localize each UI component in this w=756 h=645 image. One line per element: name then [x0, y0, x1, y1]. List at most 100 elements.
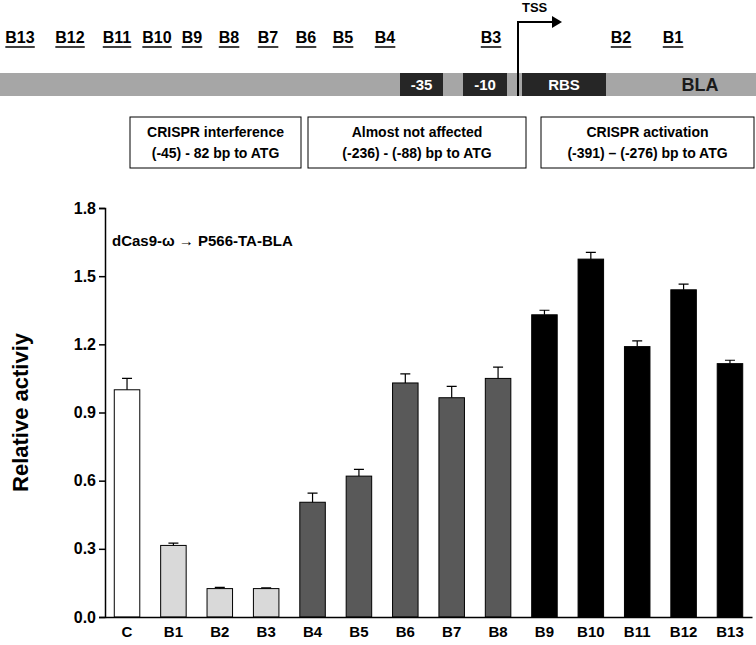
- promoter-box: [463, 73, 507, 96]
- x-tick-label: B4: [303, 623, 323, 640]
- error-bar: [586, 252, 596, 259]
- annotation-box: CRISPR activation(-391) – (-276) bp to A…: [541, 117, 754, 168]
- site-label: B10: [142, 29, 171, 46]
- promoter-label: RBS: [548, 76, 580, 93]
- x-tick-label: B11: [624, 623, 651, 640]
- x-tick-label: B10: [577, 623, 605, 640]
- annotation-frame: [541, 117, 754, 168]
- x-tick: B1: [164, 617, 183, 640]
- y-tick-label: 1.5: [74, 268, 96, 285]
- bar: [253, 589, 279, 617]
- site-underline: [296, 46, 317, 48]
- x-tick: B5: [349, 617, 368, 640]
- bar: [161, 545, 187, 617]
- x-tick-label: C: [122, 623, 133, 640]
- y-tick-label: 0.9: [74, 404, 96, 421]
- bar: [300, 502, 326, 617]
- error-bar: [215, 587, 225, 588]
- promoter-box: [400, 73, 443, 96]
- y-tick: 0.9: [74, 404, 105, 421]
- annotation-frame: [308, 117, 526, 168]
- y-tick-mark: [99, 344, 105, 346]
- x-tick-label: B3: [257, 623, 276, 640]
- y-tick-label: 1.2: [74, 336, 96, 353]
- bar: [532, 315, 558, 617]
- site-label: B3: [481, 29, 502, 46]
- tss-arrowhead: [552, 16, 562, 28]
- bar: [207, 589, 233, 617]
- y-tick-mark: [99, 617, 105, 619]
- error-bar: [679, 284, 689, 290]
- x-tick-label: B5: [349, 623, 368, 640]
- annotation-text: Almost not affected: [352, 124, 483, 140]
- site-underline: [103, 46, 132, 48]
- error-bar: [539, 310, 549, 315]
- x-tick: B7: [442, 617, 461, 640]
- y-axis: 0.0 0.3 0.6 0.9 1.2 1.5 1.8: [74, 200, 106, 626]
- site-underline: [55, 46, 84, 48]
- y-tick: 0.3: [74, 540, 105, 557]
- error-bar: [400, 374, 410, 383]
- site-label: B11: [103, 29, 132, 46]
- x-axis-line: [106, 617, 753, 619]
- tss-label: TSS: [522, 0, 548, 15]
- bar: [624, 347, 650, 617]
- y-tick: 1.5: [74, 268, 105, 285]
- y-tick-label: 1.8: [74, 200, 96, 217]
- site-underline: [142, 46, 171, 48]
- x-tick-label: B9: [535, 623, 554, 640]
- annotation-frame: [130, 117, 301, 168]
- x-tick: B6: [396, 617, 415, 640]
- y-tick: 1.8: [74, 200, 105, 217]
- site-label: B1: [663, 29, 684, 46]
- site-label: B6: [296, 29, 317, 46]
- error-bar: [308, 493, 318, 502]
- x-tick-label: B7: [442, 623, 461, 640]
- bar: [114, 390, 140, 617]
- y-axis-line: [99, 209, 106, 618]
- error-bar: [447, 386, 457, 397]
- promoter-label: -10: [474, 76, 496, 93]
- site-underline: [182, 46, 203, 48]
- bar: [671, 290, 697, 617]
- x-tick: B13: [716, 617, 744, 640]
- x-tick: B4: [303, 617, 323, 640]
- x-tick: B12: [670, 617, 698, 640]
- site-label: B4: [375, 29, 396, 46]
- promoter-box: [522, 73, 606, 96]
- x-tick-label: B6: [396, 623, 415, 640]
- site-label: B12: [55, 29, 84, 46]
- bar: [717, 364, 743, 617]
- annotation-text: (-236) - (-88) bp to ATG: [342, 145, 491, 161]
- annotation-box: Almost not affected (-236) - (-88) bp to …: [308, 117, 526, 168]
- error-bar: [168, 543, 178, 545]
- x-tick-label: B1: [164, 623, 183, 640]
- y-tick-label: 0.0: [74, 609, 96, 626]
- dna-band: [0, 73, 756, 96]
- site-underline: [219, 46, 240, 48]
- plot-area: [114, 252, 742, 617]
- y-tick-mark: [99, 208, 105, 210]
- y-tick-label: 0.3: [74, 540, 96, 557]
- chart-title: dCas9-ω → P566-TA-BLA: [112, 232, 293, 249]
- x-tick-label: B8: [488, 623, 507, 640]
- site-label: B13: [5, 29, 34, 46]
- site-label: B2: [611, 29, 632, 46]
- y-tick-label: 0.6: [74, 472, 96, 489]
- x-tick: B8: [488, 617, 507, 640]
- x-tick: C: [122, 617, 133, 640]
- bar: [346, 476, 372, 617]
- annotation-text: CRISPR interference: [147, 124, 284, 140]
- y-tick: 0.0: [74, 609, 105, 626]
- error-bar: [725, 360, 735, 363]
- site-underline: [333, 46, 354, 48]
- y-tick-mark: [99, 480, 105, 482]
- x-tick: B10: [577, 617, 605, 640]
- bar: [485, 378, 511, 617]
- annotation-text: (-45) - 82 bp to ATG: [152, 145, 280, 161]
- site-underline: [663, 46, 684, 48]
- y-axis-title: Relative activiy: [8, 332, 33, 492]
- error-bar: [493, 367, 503, 378]
- error-bar: [632, 341, 642, 347]
- bar: [393, 383, 419, 617]
